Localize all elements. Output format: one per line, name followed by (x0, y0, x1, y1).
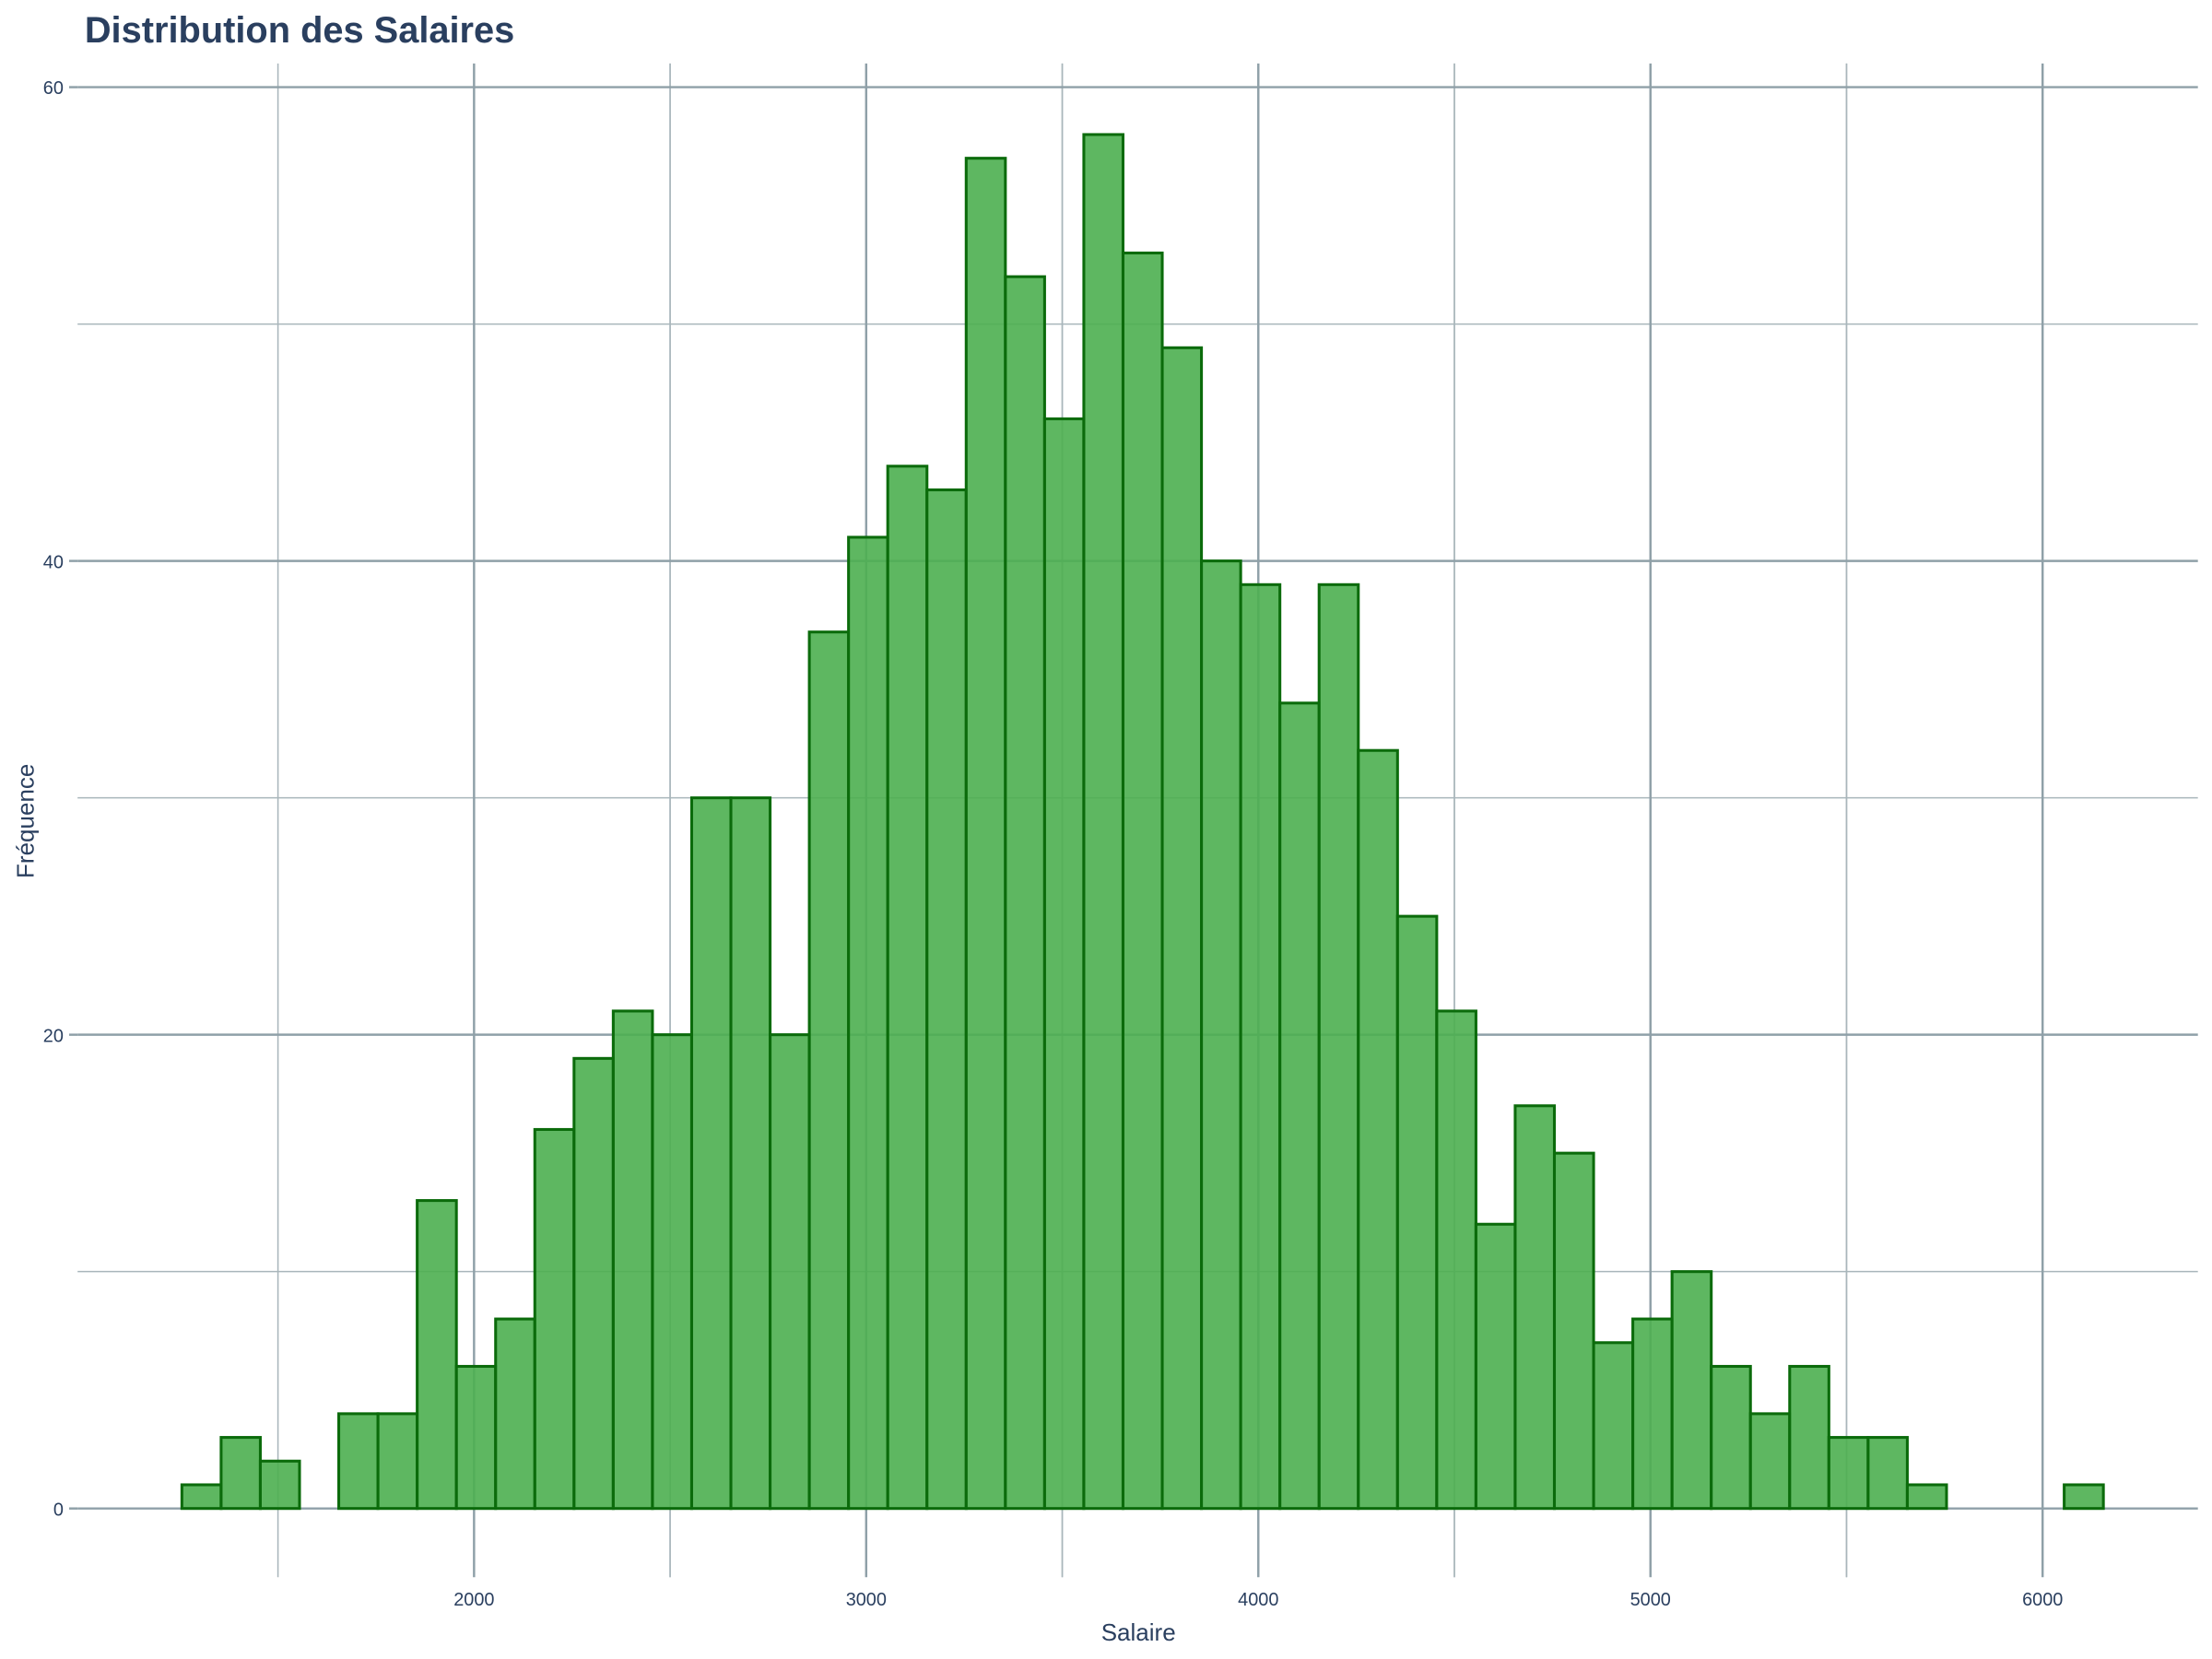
bar (1042, 417, 1086, 1511)
bar (1160, 346, 1204, 1511)
bar (1082, 133, 1125, 1511)
y-tick-label: 40 (43, 552, 64, 572)
y-tick-label: 0 (53, 1500, 64, 1520)
x-tick-label: 6000 (2022, 1590, 2063, 1610)
bar (1239, 582, 1282, 1511)
bar (219, 1436, 262, 1511)
y-tick-label: 60 (43, 78, 64, 99)
bar (533, 1127, 576, 1511)
bar (416, 1199, 458, 1511)
bar (180, 1483, 223, 1511)
bar (1827, 1436, 1870, 1511)
bar (1278, 701, 1321, 1511)
bar (847, 535, 889, 1511)
bar (689, 796, 733, 1511)
bar (572, 1056, 615, 1511)
bar (925, 488, 968, 1511)
bar (807, 630, 851, 1511)
x-axis-label: Salaire (1101, 1618, 1176, 1646)
bar (1631, 1317, 1674, 1511)
bar (2063, 1483, 2105, 1511)
bar (258, 1459, 301, 1511)
bar (769, 1033, 811, 1511)
x-tick-label: 4000 (1238, 1590, 1278, 1610)
bar (611, 1009, 654, 1511)
bar (964, 157, 1007, 1511)
bar (1357, 748, 1399, 1511)
bar (1004, 275, 1046, 1511)
x-tick-label: 3000 (846, 1590, 887, 1610)
bar (1435, 1009, 1477, 1511)
bar (1748, 1412, 1792, 1511)
bar (1513, 1104, 1557, 1511)
y-tick-label: 20 (43, 1026, 64, 1046)
x-tick-label: 2000 (453, 1590, 494, 1610)
bar (1474, 1222, 1517, 1511)
bar (494, 1317, 536, 1511)
bar (454, 1364, 498, 1511)
bar (1710, 1364, 1752, 1511)
bar (1395, 914, 1439, 1511)
bar (1552, 1151, 1595, 1511)
bar (1670, 1270, 1713, 1511)
bar (651, 1033, 693, 1511)
bar (1200, 559, 1242, 1511)
bar (1317, 582, 1360, 1511)
bar (1788, 1364, 1830, 1511)
chart-title: Distribution des Salaires (85, 10, 514, 51)
bar (729, 796, 772, 1511)
bar (1121, 251, 1164, 1511)
bar (1592, 1341, 1635, 1511)
bar (1866, 1436, 1909, 1511)
axes: 2000 3000 4000 5000 6000 0 20 40 60 (43, 78, 2064, 1610)
bars (180, 133, 2105, 1511)
y-axis-label: Fréquence (12, 764, 40, 878)
bar (337, 1412, 380, 1511)
bar (886, 465, 929, 1511)
bar (1905, 1483, 1948, 1511)
x-tick-label: 5000 (1630, 1590, 1671, 1610)
bar (376, 1412, 419, 1511)
